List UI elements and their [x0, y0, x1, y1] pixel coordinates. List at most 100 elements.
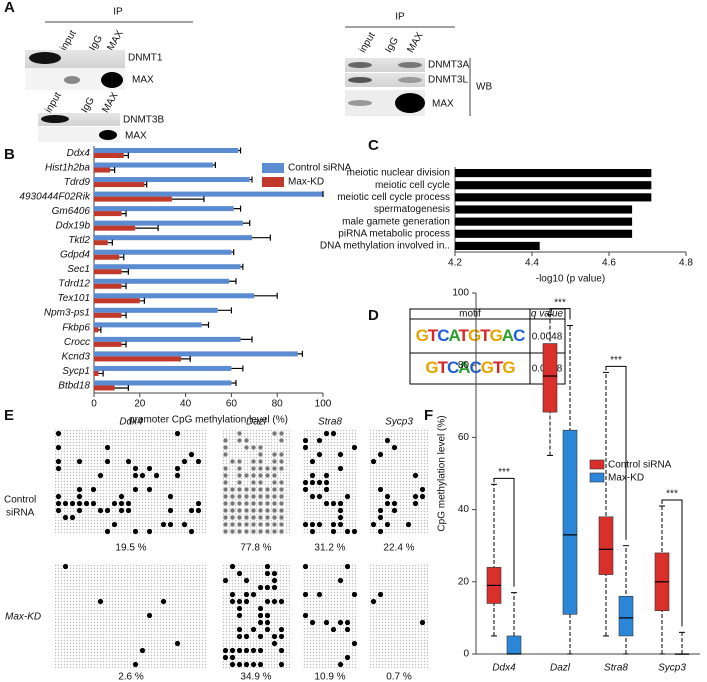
- methylated-cpg: [330, 528, 337, 535]
- category-label: 4930444F02Rik: [19, 191, 91, 202]
- methylated-cpg: [222, 486, 229, 493]
- methylated-cpg: [309, 479, 316, 486]
- error-bar: [98, 326, 102, 333]
- row-label: Control: [4, 495, 36, 506]
- error-bar: [181, 355, 191, 362]
- methylated-cpg: [377, 451, 384, 458]
- methylated-cpg: [250, 465, 257, 472]
- methylated-cpg: [222, 444, 229, 451]
- error-bar: [240, 263, 244, 270]
- methylated-cpg: [132, 661, 139, 668]
- methylated-cpg: [55, 444, 62, 451]
- bar: [94, 293, 255, 299]
- methylated-cpg: [323, 619, 330, 626]
- methylated-cpg: [257, 472, 264, 479]
- significance-label: ***: [554, 297, 566, 308]
- methylated-cpg: [278, 458, 285, 465]
- methylated-cpg: [229, 486, 236, 493]
- methylated-cpg: [76, 507, 83, 514]
- methylated-cpg: [243, 661, 250, 668]
- methylated-cpg: [76, 500, 83, 507]
- methylated-cpg: [278, 514, 285, 521]
- methylated-cpg: [257, 612, 264, 619]
- methylated-cpg: [139, 647, 146, 654]
- methylated-cpg: [104, 528, 111, 535]
- methylated-cpg: [174, 465, 181, 472]
- category-label: meiotic cell cycle process: [337, 192, 450, 203]
- panel-label: D: [368, 307, 379, 324]
- methylated-cpg: [188, 451, 195, 458]
- methylated-cpg: [55, 493, 62, 500]
- methylated-cpg: [160, 598, 167, 605]
- protein-label: MAX: [125, 131, 147, 142]
- lane-label: MAX: [405, 30, 426, 55]
- methylation-grid: [370, 563, 428, 668]
- error-bar: [121, 312, 127, 319]
- category-label: Fkbp6: [62, 322, 90, 333]
- category-label: Gdpd4: [60, 250, 90, 261]
- category-label: Ddx4: [67, 148, 91, 159]
- methylated-cpg: [55, 465, 62, 472]
- methylated-cpg: [229, 493, 236, 500]
- methylated-cpg: [271, 486, 278, 493]
- methylated-cpg: [167, 521, 174, 528]
- x-tick-label: Stra8: [604, 663, 628, 674]
- methylated-cpg: [316, 493, 323, 500]
- bar: [94, 283, 122, 289]
- methylated-cpg: [316, 521, 323, 528]
- category-label: Sec1: [67, 264, 90, 275]
- methylated-cpg: [229, 500, 236, 507]
- methylated-cpg: [264, 507, 271, 514]
- bar: [94, 206, 234, 212]
- methylated-cpg: [236, 570, 243, 577]
- methylated-cpg: [195, 507, 202, 514]
- bar: [455, 241, 540, 250]
- methylated-cpg: [302, 612, 309, 619]
- methylated-cpg: [344, 626, 351, 633]
- methylated-cpg: [278, 507, 285, 514]
- methylated-cpg: [337, 514, 344, 521]
- bar: [94, 385, 115, 391]
- bar: [94, 167, 111, 173]
- y-tick-label: 60: [458, 432, 470, 443]
- methylated-cpg: [146, 528, 153, 535]
- methylated-cpg: [264, 521, 271, 528]
- bar: [94, 370, 99, 376]
- methylated-cpg: [257, 647, 264, 654]
- category-label: male gamete generation: [342, 216, 450, 227]
- methylated-cpg: [250, 493, 257, 500]
- gene-label: Ddx4: [119, 417, 143, 428]
- bar: [94, 298, 140, 304]
- methylated-cpg: [337, 451, 344, 458]
- methylated-cpg: [250, 521, 257, 528]
- methylated-cpg: [55, 500, 62, 507]
- methylated-cpg: [104, 507, 111, 514]
- error-bar: [98, 370, 104, 377]
- methylated-cpg: [271, 479, 278, 486]
- methylated-cpg: [243, 591, 250, 598]
- methylated-cpg: [302, 437, 309, 444]
- protein-label: DNMT3A: [428, 60, 469, 71]
- methylated-cpg: [132, 472, 139, 479]
- bar: [94, 336, 241, 342]
- methylated-cpg: [377, 528, 384, 535]
- methylated-cpg: [104, 458, 111, 465]
- bar: [455, 205, 633, 214]
- blot-a2: IP input IgG MAX DNMT3A DNMT3L MAX WB: [345, 12, 492, 116]
- methylated-cpg: [132, 486, 139, 493]
- methylated-cpg: [236, 633, 243, 640]
- methylated-cpg: [188, 528, 195, 535]
- error-bar: [249, 176, 253, 183]
- methylated-cpg: [370, 458, 377, 465]
- methylated-cpg: [278, 500, 285, 507]
- methylated-cpg: [323, 479, 330, 486]
- bar: [94, 327, 99, 333]
- lane-label: MAX: [105, 28, 126, 53]
- methylated-cpg: [257, 458, 264, 465]
- methylated-cpg: [344, 528, 351, 535]
- methylated-cpg: [104, 444, 111, 451]
- category-label: Sycp1: [62, 366, 90, 377]
- methylated-cpg: [405, 521, 412, 528]
- error-bar: [119, 254, 125, 261]
- x-tick-label: 60: [226, 399, 238, 410]
